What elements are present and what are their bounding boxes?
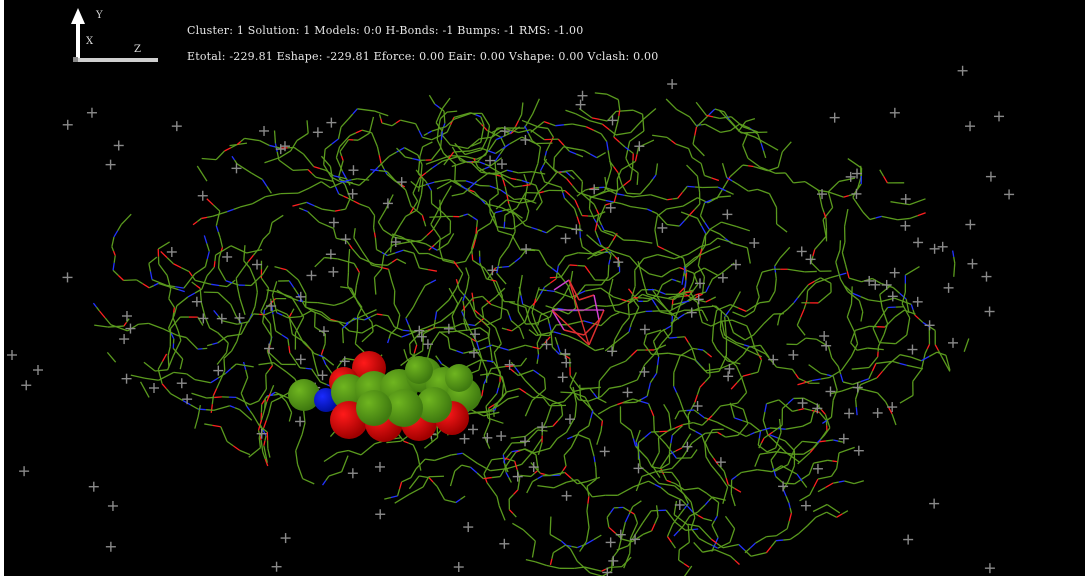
cluster-solution-readout: Cluster: 1 Solution: 1 Models: 0:0 H-Bon… bbox=[187, 24, 584, 37]
x-axis-label: X bbox=[86, 36, 94, 47]
protein-structure-scene[interactable] bbox=[4, 0, 1085, 576]
molecular-viewer-canvas[interactable]: Y X Z Cluster: 1 Solution: 1 Models: 0:0… bbox=[4, 0, 1085, 576]
protein-backbone-wireframe bbox=[92, 92, 970, 576]
energy-readout: Etotal: -229.81 Eshape: -229.81 Eforce: … bbox=[187, 50, 659, 63]
xyz-axis-triad-icon bbox=[71, 8, 158, 62]
docked-ligand-spacefill[interactable] bbox=[288, 351, 481, 442]
water-molecule-markers bbox=[7, 65, 1015, 576]
active-site-residues bbox=[551, 279, 605, 346]
y-axis-label: Y bbox=[96, 10, 103, 21]
z-axis-label: Z bbox=[134, 44, 141, 55]
